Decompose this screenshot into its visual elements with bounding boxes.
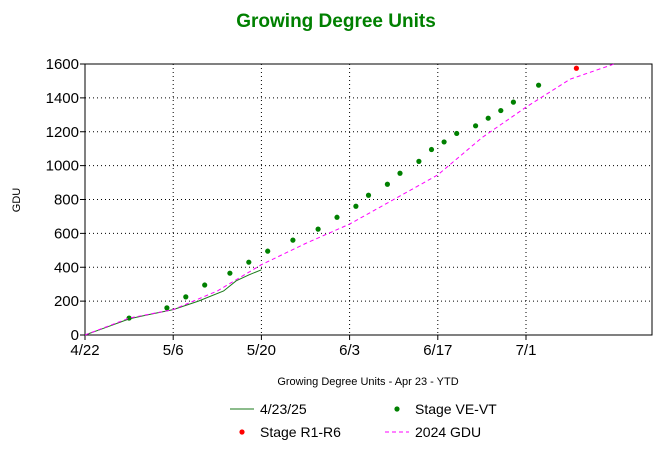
data-point — [536, 82, 542, 88]
data-point — [246, 259, 252, 265]
data-point — [384, 181, 390, 187]
data-point — [290, 237, 296, 243]
data-point — [498, 107, 504, 114]
data-point — [315, 226, 321, 232]
grid-lines — [85, 64, 652, 335]
y-tick-label: 1000 — [46, 158, 79, 175]
x-tick-label: 5/6 — [163, 342, 184, 359]
data-point — [510, 99, 516, 105]
legend-label: 2024 GDU — [415, 424, 481, 440]
y-tick-label: 200 — [54, 293, 79, 310]
data-point — [365, 192, 372, 198]
y-tick-label: 0 — [71, 327, 79, 344]
x-axis-ticks: 4/22 5/6 5/20 6/3 6/17 7/1 — [70, 335, 536, 359]
y-tick-label: 1400 — [46, 90, 79, 107]
y-tick-label: 600 — [54, 225, 79, 242]
data-point — [485, 115, 491, 121]
x-tick-label: 6/17 — [423, 342, 452, 359]
x-tick-label: 4/22 — [70, 342, 99, 359]
data-point — [454, 130, 460, 137]
legend-marker — [239, 429, 245, 435]
data-point — [428, 146, 435, 153]
legend-label: Stage R1-R6 — [260, 424, 341, 440]
plot-area — [84, 63, 653, 336]
data-point — [202, 282, 208, 288]
y-tick-label: 1600 — [46, 56, 79, 73]
data-point — [183, 294, 189, 300]
data-point — [227, 270, 233, 276]
y-tick-label: 400 — [54, 259, 79, 276]
data-point — [353, 203, 359, 209]
legend: 4/23/25 Stage VE-VT Stage R1-R6 2024 GDU — [230, 401, 497, 440]
series-line — [84, 63, 615, 336]
x-axis-label: Growing Degree Units - Apr 23 - YTD — [277, 376, 458, 388]
data-point — [265, 248, 271, 254]
legend-label: 4/23/25 — [260, 401, 307, 417]
data-point — [164, 305, 170, 311]
y-tick-label: 1200 — [46, 124, 79, 141]
y-tick-label: 800 — [54, 192, 79, 209]
x-tick-label: 6/3 — [339, 342, 360, 359]
legend-label: Stage VE-VT — [415, 401, 497, 417]
data-point — [397, 170, 403, 176]
x-tick-label: 7/1 — [516, 342, 537, 359]
data-point — [416, 158, 422, 164]
x-tick-label: 5/20 — [247, 342, 276, 359]
y-axis-label: GDU — [11, 188, 23, 213]
data-point — [126, 315, 132, 321]
data-point — [441, 139, 447, 145]
data-point — [573, 65, 580, 71]
series-layer — [84, 63, 615, 336]
data-point — [334, 214, 340, 220]
data-point — [473, 123, 479, 129]
series-line — [84, 269, 262, 336]
y-axis-ticks: 0 200 400 600 800 1000 1200 1400 1600 — [46, 56, 85, 344]
chart-title: Growing Degree Units — [236, 11, 436, 32]
legend-marker — [394, 406, 400, 412]
